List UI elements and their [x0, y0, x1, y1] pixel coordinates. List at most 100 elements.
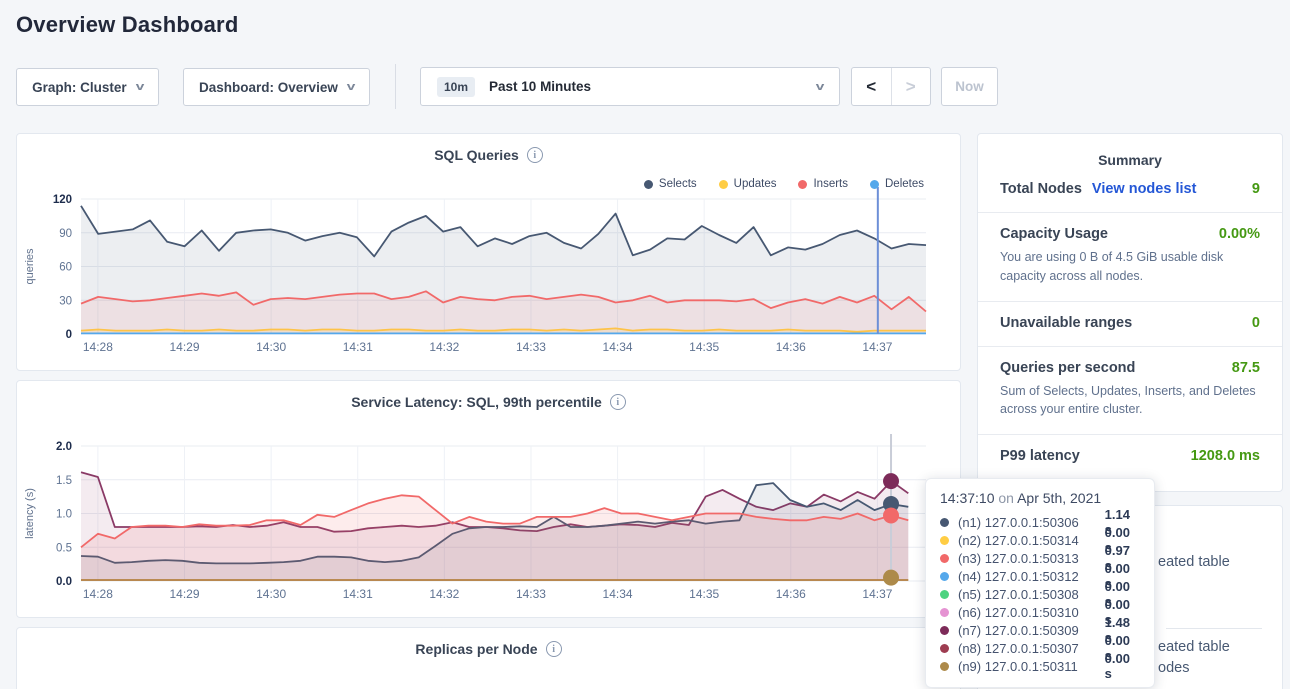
legend-item-selects[interactable]: Selects: [643, 178, 697, 190]
time-nav-arrows: < >: [851, 67, 931, 106]
svg-text:14:32: 14:32: [429, 587, 459, 601]
svg-text:14:34: 14:34: [603, 587, 633, 601]
series-line-n3: [80, 494, 909, 549]
svg-text:14:28: 14:28: [83, 587, 113, 601]
sql-queries-title: SQL Queries: [434, 147, 519, 163]
tooltip-node-value: 0.00 s: [1104, 561, 1130, 591]
replicas-per-node-title: Replicas per Node: [415, 641, 538, 657]
svg-text:14:36: 14:36: [776, 340, 806, 354]
total-nodes-label: Total Nodes: [1000, 181, 1082, 197]
tooltip-node-label: (n4) 127.0.0.1:50312: [958, 568, 1079, 584]
now-button[interactable]: Now: [941, 67, 998, 106]
tooltip-node-label: (n1) 127.0.0.1:50306: [958, 514, 1079, 530]
legend-color-dot: [718, 179, 728, 189]
summary-row-total-nodes: Total Nodes View nodes list 9: [978, 168, 1282, 213]
svg-text:14:30: 14:30: [256, 587, 286, 601]
queries-per-second-label: Queries per second: [1000, 359, 1136, 376]
replicas-per-node-panel: Replicas per Node i: [16, 627, 961, 689]
info-icon[interactable]: i: [526, 147, 543, 163]
time-range-selector[interactable]: 10m Past 10 Minutes v: [420, 67, 840, 106]
tooltip-node-label: (n7) 127.0.0.1:50309: [958, 622, 1079, 638]
svg-text:2.0: 2.0: [56, 441, 72, 453]
summary-row-unavailable-ranges: Unavailable ranges 0: [978, 302, 1282, 347]
svg-text:14:31: 14:31: [343, 340, 373, 354]
chevron-down-icon: v: [135, 81, 145, 93]
tooltip-node-label: (n3) 127.0.0.1:50313: [958, 550, 1079, 566]
tooltip-node-value: 1.14 s: [1104, 507, 1130, 537]
capacity-usage-label: Capacity Usage: [1000, 226, 1108, 242]
dashboard-dropdown[interactable]: Dashboard: Overview v: [183, 68, 370, 106]
series-color-dot: [940, 589, 949, 599]
tooltip-rows: (n1) 127.0.0.1:50306 1.14 s (n2) 127.0.0.1…: [940, 507, 1140, 681]
y-axis-label: queries: [24, 248, 36, 285]
legend-label: Updates: [733, 178, 777, 190]
tooltip-node-value: 0.97 s: [1104, 543, 1130, 573]
y-axis-label: latency (s): [24, 488, 36, 539]
series-line-updates: [80, 327, 926, 333]
sql-queries-legend: Selects Updates Inserts Deletes: [643, 178, 924, 190]
next-time-button[interactable]: >: [905, 76, 916, 96]
time-range-label: Past 10 Minutes: [489, 79, 592, 94]
capacity-usage-value: 0.00%: [1218, 226, 1260, 242]
series-color-dot: [940, 661, 949, 671]
tooltip-timestamp: 14:37:10 on Apr 5th, 2021: [940, 490, 1102, 506]
tooltip-row: (n6) 127.0.0.1:50310 0.00 s: [940, 597, 1140, 627]
svg-text:14:36: 14:36: [776, 587, 806, 601]
summary-row-p99-latency: P99 latency 1208.0 ms: [978, 435, 1282, 479]
tooltip-node-value: 0.00 s: [1104, 597, 1130, 627]
tooltip-node-value: 1.48 s: [1104, 615, 1130, 645]
series-color-dot: [940, 625, 949, 635]
page-title: Overview Dashboard: [16, 12, 239, 37]
legend-item-deletes[interactable]: Deletes: [870, 178, 924, 190]
unavailable-ranges-value: 0: [1251, 314, 1260, 331]
info-icon[interactable]: i: [609, 394, 626, 410]
graph-dropdown[interactable]: Graph: Cluster v: [16, 68, 159, 106]
legend-label: Deletes: [885, 178, 924, 190]
legend-item-updates[interactable]: Updates: [718, 178, 777, 190]
chart-hover-tooltip: 14:37:10 on Apr 5th, 2021 (n1) 127.0.0.1…: [925, 478, 1155, 688]
unavailable-ranges-label: Unavailable ranges: [1000, 314, 1133, 331]
tooltip-row: (n2) 127.0.0.1:50314 0.00 s: [940, 525, 1140, 555]
service-latency-chart-mount[interactable]: 0.0 0.5 1.0 1.5 2.0 14:28 14:29 14:30 14:31 14:32…: [17, 381, 960, 617]
sql-queries-panel: SQL Queries i Selects Updates Inserts Delet…: [16, 133, 961, 371]
svg-text:14:33: 14:33: [516, 587, 546, 601]
series-color-dot: [940, 643, 949, 653]
service-latency-title: Service Latency: SQL, 99th percentile: [351, 394, 602, 410]
tooltip-row: (n7) 127.0.0.1:50309 1.48 s: [940, 615, 1140, 645]
p99-latency-value: 1208.0 ms: [1190, 448, 1260, 464]
tooltip-node-value: 0.00 s: [1104, 633, 1130, 663]
service-latency-chart[interactable]: 0.0 0.5 1.0 1.5 2.0 14:28 14:29 14:30 14:31 14:32…: [17, 381, 962, 619]
svg-text:14:29: 14:29: [169, 587, 199, 601]
svg-text:0.0: 0.0: [56, 576, 72, 588]
legend-color-dot: [870, 179, 879, 189]
info-icon[interactable]: i: [545, 641, 562, 657]
sql-queries-chart-mount[interactable]: 0 30 60 90 120 14:28 14:29 14:30 14:31 14:32 14:33…: [17, 134, 960, 370]
controls-divider: [395, 64, 396, 109]
legend-color-dot: [643, 179, 653, 189]
legend-item-inserts[interactable]: Inserts: [798, 178, 848, 190]
svg-text:14:35: 14:35: [689, 587, 719, 601]
legend-color-dot: [798, 179, 808, 189]
svg-text:120: 120: [53, 194, 72, 206]
total-nodes-value: 9: [1251, 181, 1260, 197]
time-range-badge: 10m: [437, 76, 476, 97]
prev-time-button[interactable]: <: [852, 68, 892, 105]
tooltip-row: (n4) 127.0.0.1:50312 0.00 s: [940, 561, 1140, 591]
series-color-dot: [940, 553, 949, 563]
capacity-usage-note: You are using 0 B of 4.5 GiB usable disk…: [1000, 250, 1224, 283]
svg-text:0: 0: [66, 329, 72, 341]
queries-per-second-note: Sum of Selects, Updates, Inserts, and De…: [1000, 383, 1256, 417]
svg-text:0.5: 0.5: [56, 542, 72, 554]
svg-text:14:33: 14:33: [516, 340, 546, 354]
series-line-selects: [80, 205, 927, 258]
series-color-dot: [940, 535, 949, 545]
svg-text:14:30: 14:30: [256, 340, 286, 354]
series-line-inserts: [80, 290, 927, 313]
tooltip-row: (n8) 127.0.0.1:50307 0.00 s: [940, 633, 1140, 663]
series-color-dot: [940, 607, 949, 617]
view-nodes-list-link[interactable]: View nodes list: [1091, 181, 1197, 197]
svg-text:60: 60: [59, 262, 72, 274]
sql-queries-chart[interactable]: 0 30 60 90 120 14:28 14:29 14:30 14:31 14:32 14:33…: [17, 134, 962, 372]
legend-label: Inserts: [813, 178, 848, 190]
svg-text:14:37: 14:37: [862, 340, 892, 354]
